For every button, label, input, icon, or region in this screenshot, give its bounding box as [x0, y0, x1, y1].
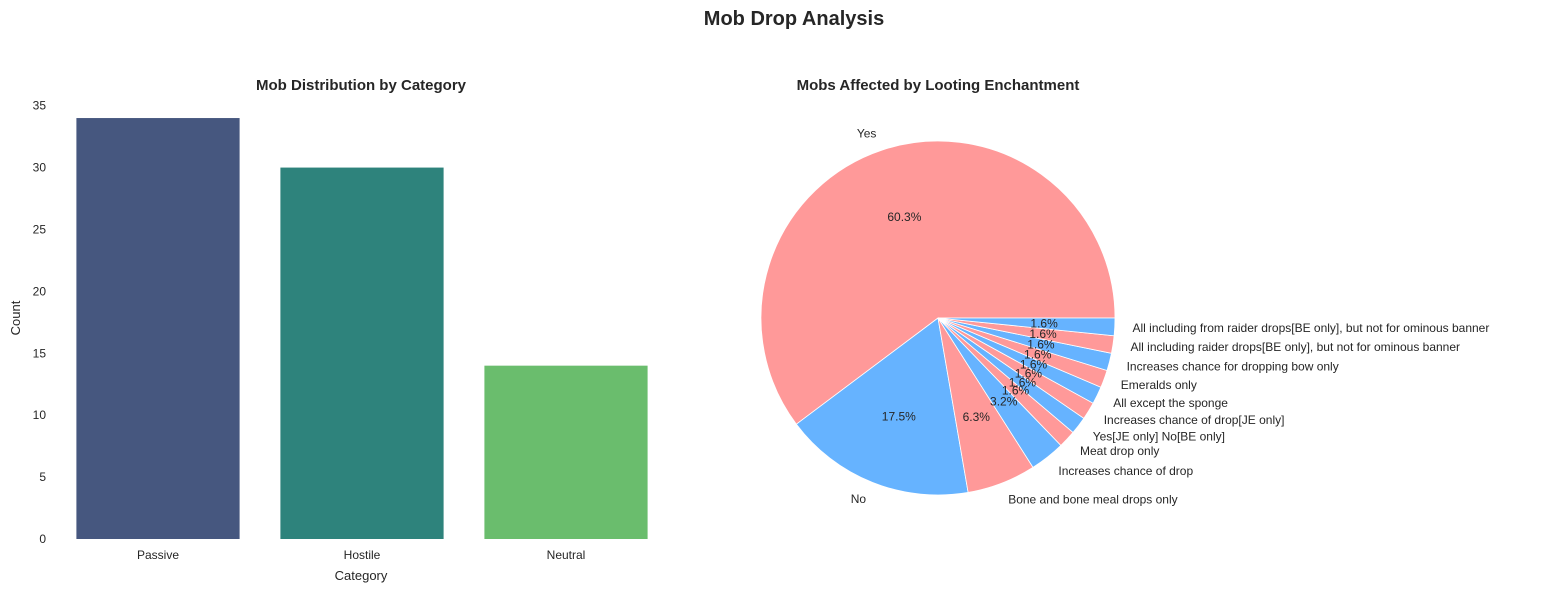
y-tick-label: 20 [33, 284, 47, 298]
bar-chart-x-ticks: Passive Hostile Neutral [137, 548, 585, 562]
pie-slice-label: Bone and bone meal drops only [1008, 493, 1177, 507]
y-tick-label: 10 [33, 408, 47, 422]
pie-chart-slice-labels: Yes No Bone and bone meal drops only Increa… [851, 126, 1490, 506]
bar-chart-y-ticks: 0 5 10 15 20 25 30 35 [33, 99, 47, 546]
pie-wedge [760, 140, 1116, 425]
pie-slice-label: Increases chance of drop [1058, 464, 1193, 478]
pie-slice-label: Yes[JE only] No[BE only] [1093, 429, 1225, 443]
y-tick-label: 35 [33, 99, 47, 113]
y-tick-label: 0 [39, 532, 46, 546]
pie-wedge [937, 317, 1116, 337]
pie-wedge [795, 317, 969, 496]
bar-chart-y-axis-label: Count [8, 300, 23, 335]
y-tick-label: 30 [33, 161, 47, 175]
pie-percent-label: 1.6% [1015, 367, 1043, 381]
pie-chart: Mobs Affected by Looting Enchantment 60.… [760, 77, 1490, 507]
x-tick-label: Hostile [344, 548, 381, 562]
pie-slice-label: Yes [857, 126, 877, 140]
pie-chart-wedges [760, 140, 1116, 496]
pie-slice-label: Increases chance of drop[JE only] [1104, 413, 1285, 427]
bar-chart-title: Mob Distribution by Category [256, 77, 467, 94]
pie-percent-label: 1.6% [1024, 348, 1052, 362]
pie-percent-label: 1.6% [1027, 337, 1055, 351]
y-tick-label: 15 [33, 346, 47, 360]
bar-chart: 0 5 10 15 20 25 30 35 Passive Hostile Neutral Mob… [8, 77, 668, 583]
pie-slice-label: All including from raider drops[BE only]… [1133, 321, 1490, 335]
pie-slice-label: Increases chance for dropping bow only [1127, 359, 1339, 373]
y-tick-label: 25 [33, 222, 47, 236]
x-tick-label: Neutral [547, 548, 586, 562]
pie-percent-label: 1.6% [1029, 327, 1057, 341]
pie-slice-label: All including raider drops[BE only], but… [1131, 340, 1461, 354]
pie-percent-label: 1.6% [1030, 316, 1058, 330]
bar-neutral [484, 365, 648, 539]
y-tick-label: 5 [39, 470, 46, 484]
bar-passive [76, 118, 240, 540]
pie-chart-title: Mobs Affected by Looting Enchantment [797, 77, 1080, 94]
figure-suptitle: Mob Drop Analysis [704, 8, 884, 30]
pie-slice-label: Meat drop only [1080, 444, 1159, 458]
pie-percent-label: 6.3% [963, 410, 991, 424]
pie-chart-percent-labels: 60.3%17.5% 6.3%3.2%1.6%1.6%1.6%1.6%1.6%1.… [882, 210, 1058, 424]
bar-hostile [280, 167, 444, 540]
pie-percent-label: 1.6% [1020, 357, 1048, 371]
pie-percent-label: 1.6% [1002, 384, 1030, 398]
pie-slice-label: All except the sponge [1113, 396, 1228, 410]
x-tick-label: Passive [137, 548, 179, 562]
pie-percent-label: 1.6% [1009, 376, 1037, 390]
pie-slice-label: No [851, 492, 867, 506]
bar-chart-x-axis-label: Category [335, 568, 388, 583]
pie-percent-label: 60.3% [887, 210, 921, 224]
pie-percent-label: 3.2% [990, 394, 1018, 408]
pie-slice-label: Emeralds only [1121, 378, 1197, 392]
pie-percent-label: 17.5% [882, 410, 916, 424]
bar-chart-bars [76, 118, 648, 540]
